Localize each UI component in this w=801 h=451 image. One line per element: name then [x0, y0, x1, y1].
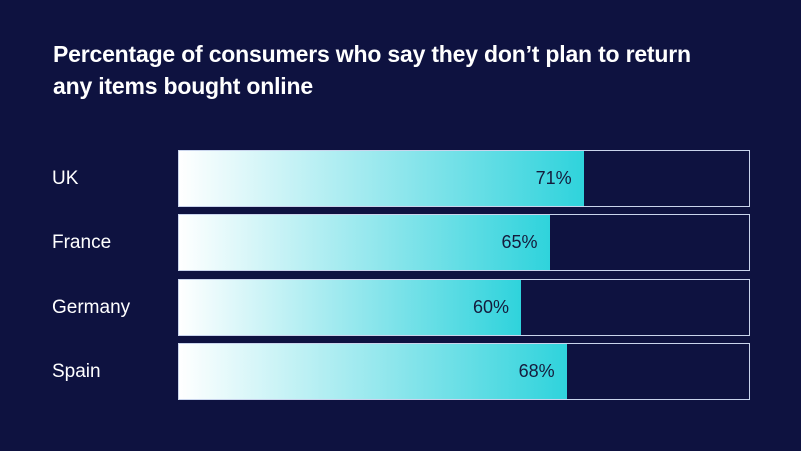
value-label: 68% — [518, 361, 555, 381]
category-label: Germany — [52, 297, 131, 318]
category-label: Spain — [52, 361, 101, 382]
bar-track: 65% — [178, 214, 750, 271]
bar-track: 60% — [178, 279, 750, 336]
value-label: 71% — [535, 168, 572, 188]
bar-row: Germany 60% — [0, 279, 801, 336]
bar-row: UK 71% — [0, 150, 801, 207]
value-label: 65% — [501, 232, 538, 252]
category-label: UK — [52, 168, 79, 189]
bar-track: 71% — [178, 150, 750, 207]
bar: 71% — [179, 151, 584, 206]
bar: 60% — [179, 280, 521, 335]
value-label: 60% — [472, 297, 509, 317]
bar: 68% — [179, 344, 567, 399]
category-label: France — [52, 232, 112, 253]
bar: 65% — [179, 215, 550, 270]
bar-track: 68% — [178, 343, 750, 400]
bar-row: Spain 68% — [0, 343, 801, 400]
bar-row: France 65% — [0, 214, 801, 271]
chart-title: Percentage of consumers who say they don… — [53, 41, 691, 99]
